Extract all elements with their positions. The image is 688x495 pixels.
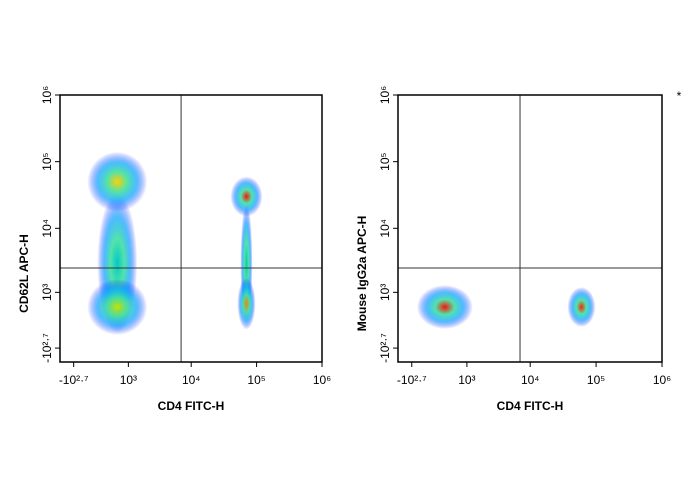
y-tick-label: 10⁶ (378, 86, 392, 104)
x-tick-label: 10³ (458, 373, 475, 387)
y-axis-label: CD62L APC-H (17, 234, 31, 313)
population (230, 176, 263, 217)
y-tick-label: 10³ (378, 284, 392, 301)
plot-1: -10²·⁷ 10³ 10⁴ 10⁵ 10⁶ -10²·⁷ 10³ 10⁴ 10⁵ 10⁶ CD4 … (355, 86, 671, 413)
x-tick-label: 10⁶ (653, 373, 671, 387)
x-tick-label: 10⁴ (521, 373, 540, 387)
x-tick-label: -10²·⁷ (397, 373, 427, 387)
x-tick-label: 10⁵ (247, 373, 265, 387)
y-tick-label: 10⁶ (40, 86, 54, 104)
y-tick-label: -10²·⁷ (40, 333, 54, 363)
x-tick-label: -10²·⁷ (59, 373, 89, 387)
y-tick-label: 10³ (40, 284, 54, 301)
x-axis-label: CD4 FITC-H (158, 399, 225, 413)
y-axis-label: Mouse IgG2a APC-H (355, 216, 369, 332)
population (416, 285, 473, 330)
population (87, 151, 148, 212)
y-tick-label: 10⁵ (378, 152, 392, 170)
population (87, 279, 148, 336)
x-axis-label: CD4 FITC-H (497, 399, 564, 413)
y-tick-label: -10²·⁷ (378, 333, 392, 363)
x-tick-label: 10⁴ (182, 373, 201, 387)
note-mark: * (677, 89, 682, 103)
y-tick-label: 10⁴ (378, 219, 392, 238)
y-tick-label: 10⁴ (40, 219, 54, 238)
population (237, 277, 256, 330)
x-tick-label: 10³ (120, 373, 137, 387)
population (567, 287, 596, 328)
x-tick-label: 10⁶ (313, 373, 331, 387)
y-tick-label: 10⁵ (40, 152, 54, 170)
x-tick-label: 10⁵ (587, 373, 605, 387)
plot-0: -10²·⁷ 10³ 10⁴ 10⁵ 10⁶ -10²·⁷ 10³ 10⁴ 10⁵ 10⁶ CD4 … (17, 86, 331, 413)
